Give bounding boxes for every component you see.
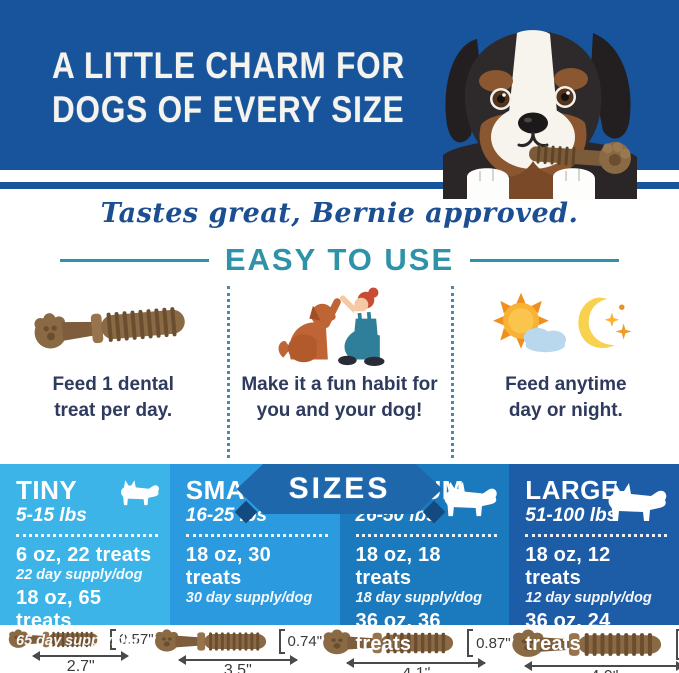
size-supply: 30 day supply/dog	[185, 590, 313, 607]
dotted-rule	[185, 534, 328, 538]
medium-dog-icon	[444, 481, 497, 517]
easy-to-use-heading: EASY TO USE	[60, 242, 619, 278]
caption-line: Feed 1 dental	[52, 374, 174, 395]
size-option: 18 oz, 65 treats	[16, 587, 102, 633]
banner-stripe-blue	[0, 182, 679, 189]
easy-step-feed-daily: Feed 1 dental treat per day.	[0, 282, 226, 440]
height-bracket	[675, 629, 679, 660]
measurement-large-treat: 1" 4.9"	[511, 629, 679, 673]
dotted-divider	[451, 286, 454, 458]
heading-rule-left	[60, 258, 209, 262]
treat-height-label: 0.87"	[476, 634, 511, 652]
tiny-dog-icon	[120, 480, 159, 506]
easy-to-use-title: EASY TO USE	[224, 242, 455, 277]
bernese-dog-illustration	[443, 30, 637, 199]
banner-title: A LITTLE CHARM FOR DOGS OF EVERY SIZE	[52, 44, 405, 133]
dental-treat-icon	[33, 282, 193, 372]
caption-line: day or night.	[508, 399, 623, 421]
width-arrow	[346, 658, 487, 668]
size-columns: TINY 5-15 lbs 6 oz, 22 treats 22 day sup…	[0, 464, 679, 672]
width-arrow	[524, 661, 679, 671]
height-bracket	[278, 629, 285, 654]
treat-height-label: 0.74"	[287, 633, 323, 650]
size-option: 18 oz, 18 treats	[355, 544, 441, 590]
width-arrow	[32, 651, 130, 661]
caption-line: Feed anytime	[505, 374, 627, 395]
size-supply: 18 day supply/dog	[355, 590, 483, 607]
size-column-tiny: TINY 5-15 lbs 6 oz, 22 treats 22 day sup…	[0, 464, 170, 649]
treat-measurements: 0.57" 2.7" 0.74" 3.5" 0.87" 4.1"	[0, 625, 679, 673]
sizes-banner: SIZES	[236, 464, 443, 514]
easy-to-use-row: Feed 1 dental treat per day.	[0, 282, 679, 458]
size-option: 36 oz, 36 treats	[355, 610, 441, 656]
measurement-medium-treat: 0.87" 4.1"	[322, 629, 511, 673]
dotted-divider	[227, 286, 230, 458]
easy-step-anytime: Feed anytime day or night.	[453, 282, 679, 440]
dotted-rule	[16, 534, 158, 538]
size-weight-range: 51-100 lbs	[525, 505, 618, 527]
size-name: LARGE	[525, 475, 619, 505]
treat-width-label: 2.7"	[66, 658, 95, 673]
banner-title-line1: A LITTLE CHARM FOR	[52, 45, 406, 86]
dotted-rule	[525, 534, 667, 538]
sun-and-moon-icon	[481, 282, 651, 372]
measurement-tiny-treat: 0.57" 2.7"	[8, 629, 154, 673]
height-bracket	[467, 629, 474, 657]
caption-line: Make it a fun habit for	[241, 374, 438, 395]
banner-title-line2: DOGS OF EVERY SIZE	[52, 89, 405, 131]
dog-highfive-icon	[274, 282, 404, 372]
size-weight-range: 5-15 lbs	[16, 505, 87, 527]
easy-step-fun-habit: Make it a fun habit for you and your dog…	[226, 282, 452, 440]
size-column-large: LARGE 51-100 lbs 18 oz, 12 treats 12 day…	[509, 464, 679, 672]
width-arrow	[177, 655, 298, 665]
size-supply: 24 day supply/dog	[525, 656, 671, 672]
dotted-rule	[355, 534, 498, 538]
treat-width-label: 3.5"	[223, 662, 252, 673]
sizes-section: SIZES TINY 5-15 lbs 6 oz, 22 treats 22 d…	[0, 464, 679, 672]
heading-rule-right	[470, 258, 619, 262]
caption-line: you and your dog!	[256, 399, 423, 421]
size-supply: 22 day supply/dog	[16, 567, 143, 584]
size-supply: 36 day supply/dog	[355, 656, 483, 673]
size-option: 18 oz, 30 treats	[185, 544, 271, 590]
sizes-title: SIZES	[288, 472, 391, 505]
treat-width-label: 4.9"	[590, 668, 618, 673]
size-supply: 65 day supply/dog	[16, 633, 143, 650]
easy-step-caption: Feed 1 dental treat per day.	[52, 372, 173, 423]
size-option: 18 oz, 12 treats	[525, 544, 611, 590]
tagline: Tastes great, Bernie approved.	[100, 198, 579, 229]
easy-step-caption: Feed anytime day or night.	[505, 372, 626, 423]
size-option: 6 oz, 22 treats	[16, 544, 152, 567]
easy-step-caption: Make it a fun habit for you and your dog…	[241, 372, 437, 423]
caption-line: treat per day.	[54, 399, 173, 421]
size-supply: 12 day supply/dog	[525, 590, 652, 607]
treat-width-label: 4.1"	[402, 665, 430, 673]
size-option: 36 oz, 24 treats	[525, 610, 611, 656]
treat-height-label: 0.57"	[119, 631, 154, 648]
size-name: TINY	[16, 475, 78, 505]
large-dog-icon	[608, 483, 667, 521]
height-bracket	[110, 629, 116, 650]
small-treat-image	[154, 629, 266, 652]
measurement-small-treat: 0.74" 3.5"	[154, 629, 323, 673]
